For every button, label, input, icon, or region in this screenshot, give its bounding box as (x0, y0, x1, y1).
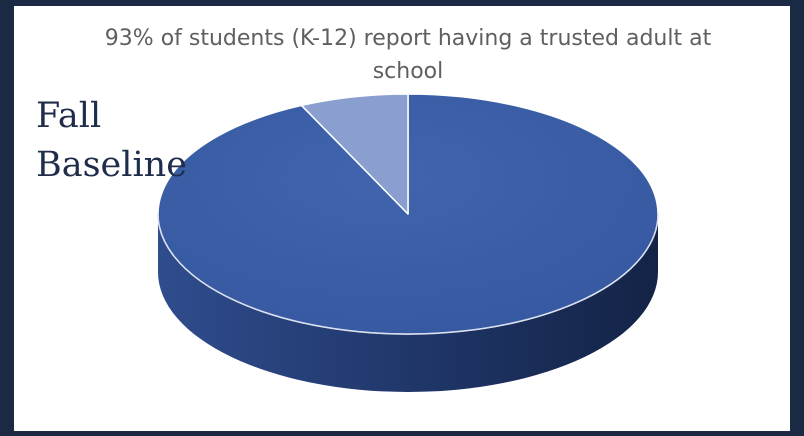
pie-chart (157, 93, 659, 392)
pie-slice-2 (300, 93, 409, 215)
label-line-baseline: Baseline (36, 145, 187, 185)
pie-group (157, 93, 659, 392)
pie-rim (157, 213, 659, 335)
chart-title: 93% of students (K-12) report having a t… (104, 26, 712, 84)
label-line-fall: Fall (36, 96, 102, 136)
slide-frame: 93% of students (K-12) report having a t… (14, 6, 790, 431)
fall-baseline-label: Fall Baseline (36, 92, 187, 190)
pie-side-wall (158, 214, 658, 392)
